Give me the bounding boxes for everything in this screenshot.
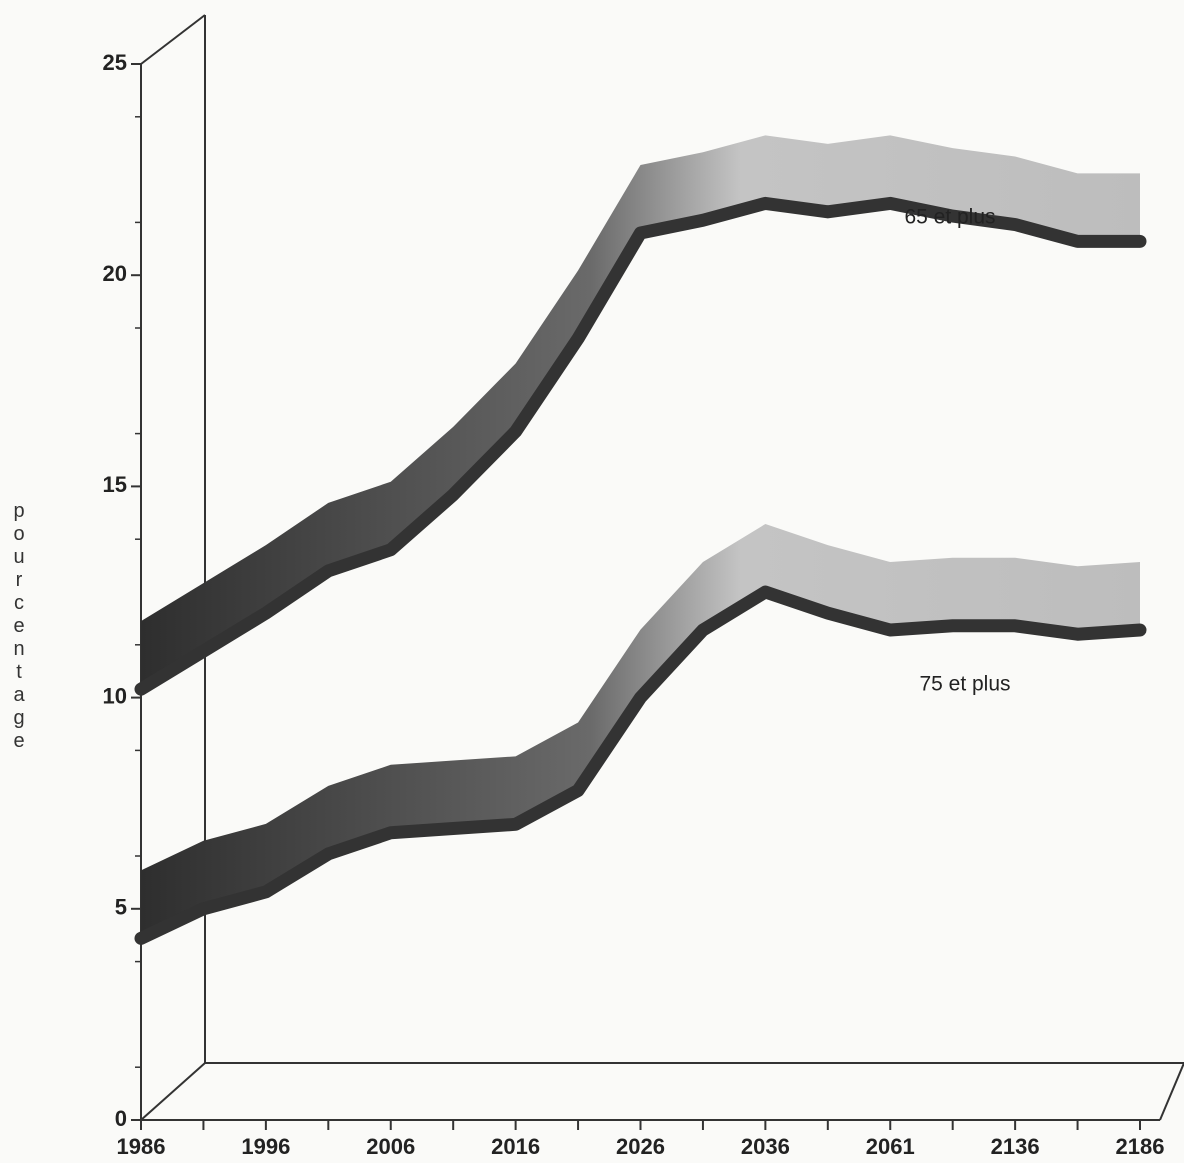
x-tick-label: 2061	[866, 1134, 915, 1159]
y-axis-label: pourcentage	[8, 500, 30, 753]
x-tick-label: 2016	[491, 1134, 540, 1159]
y-tick-label: 20	[103, 261, 127, 286]
y-tick-label: 5	[115, 895, 127, 920]
series-label: 75 et plus	[919, 673, 1010, 696]
x-tick-label: 2186	[1116, 1134, 1165, 1159]
y-tick-label: 25	[103, 50, 127, 75]
x-tick-label: 2006	[366, 1134, 415, 1159]
x-tick-label: 1996	[241, 1134, 290, 1159]
series-line	[134, 196, 1147, 696]
x-tick-label: 2036	[741, 1134, 790, 1159]
series-label: 65 et plus	[904, 206, 995, 229]
x-tick-label: 1986	[117, 1134, 166, 1159]
series-line	[134, 585, 1147, 945]
y-tick-label: 15	[103, 472, 127, 497]
depth-ribbon	[141, 135, 1140, 690]
y-tick-label: 10	[103, 683, 127, 708]
x-tick-label: 2026	[616, 1134, 665, 1159]
x-tick-label: 2136	[991, 1134, 1040, 1159]
y-tick-label: 0	[115, 1106, 127, 1131]
